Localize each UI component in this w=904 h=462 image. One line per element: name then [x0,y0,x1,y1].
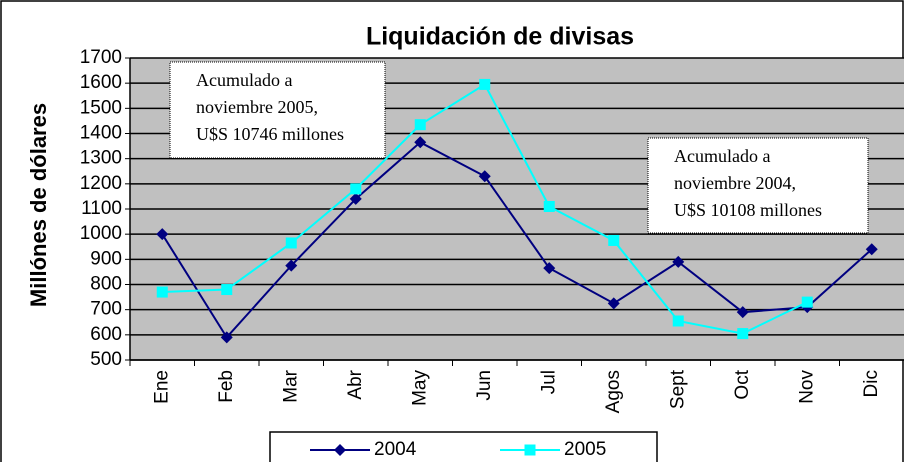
chart-title: Liquidación de divisas [366,23,634,51]
annotation-text: noviembre 2004, [674,173,796,193]
data-point [285,259,298,272]
y-tick-label: 900 [90,248,122,269]
data-point [414,119,426,131]
data-point [608,234,620,246]
annotation-box [169,61,386,159]
y-tick-label: 1000 [80,223,122,244]
x-tick-label: Agos [603,370,624,413]
data-point [524,444,536,456]
data-point [543,200,555,212]
series-line [161,141,873,340]
x-tick-label: Jun [474,370,495,401]
data-point [414,136,427,149]
data-point [334,444,346,456]
y-tick-label: 1700 [80,47,122,68]
legend-label: 2004 [374,439,417,460]
x-tick-label: Feb [216,370,237,403]
x-tick-label: Nov [796,370,817,404]
legend-box [269,431,658,462]
annotation-box [647,137,869,234]
annotation-text: Acumulado a [674,146,770,166]
data-point [350,183,362,195]
x-tick-label: Jul [538,370,559,394]
data-point [865,243,878,256]
y-tick-label: 1100 [81,198,122,219]
data-point [672,255,685,268]
data-point [220,331,233,344]
x-tick-label: Sept [667,369,688,409]
data-point [607,297,620,310]
data-point [737,328,749,340]
x-tick-label: Ene [151,370,172,404]
x-tick-label: Dic [861,370,882,397]
data-point [156,286,168,298]
data-point [543,262,556,275]
y-tick-label: 1500 [80,97,122,118]
x-tick-label: Mar [280,369,301,402]
annotation-text: Acumulado a [196,70,292,90]
y-tick-label: 1600 [80,72,122,93]
x-tick-label: Oct [732,369,753,399]
x-tick-label: Abr [345,369,366,399]
y-tick-label: 700 [90,299,122,320]
data-point [156,228,169,241]
y-tick-label: 1200 [80,173,122,194]
data-point [479,78,491,90]
y-tick-label: 1300 [80,148,122,169]
data-point [221,284,233,296]
data-point [285,237,297,249]
y-tick-label: 500 [90,349,122,370]
y-tick-label: 1400 [80,123,122,144]
data-point [672,315,684,327]
y-tick-label: 600 [90,324,122,345]
data-point [349,192,362,205]
data-point [801,296,813,308]
annotation-text: noviembre 2005, [196,97,318,117]
x-tick-label: May [409,370,430,406]
data-point [736,306,749,319]
y-axis-label: Millónes de dólares [26,103,51,307]
legend-label: 2005 [564,439,606,460]
y-tick-label: 800 [90,274,122,295]
data-point [478,170,491,183]
annotation-text: U$S 10108 millones [674,200,822,220]
annotation-text: U$S 10746 millones [196,124,344,144]
